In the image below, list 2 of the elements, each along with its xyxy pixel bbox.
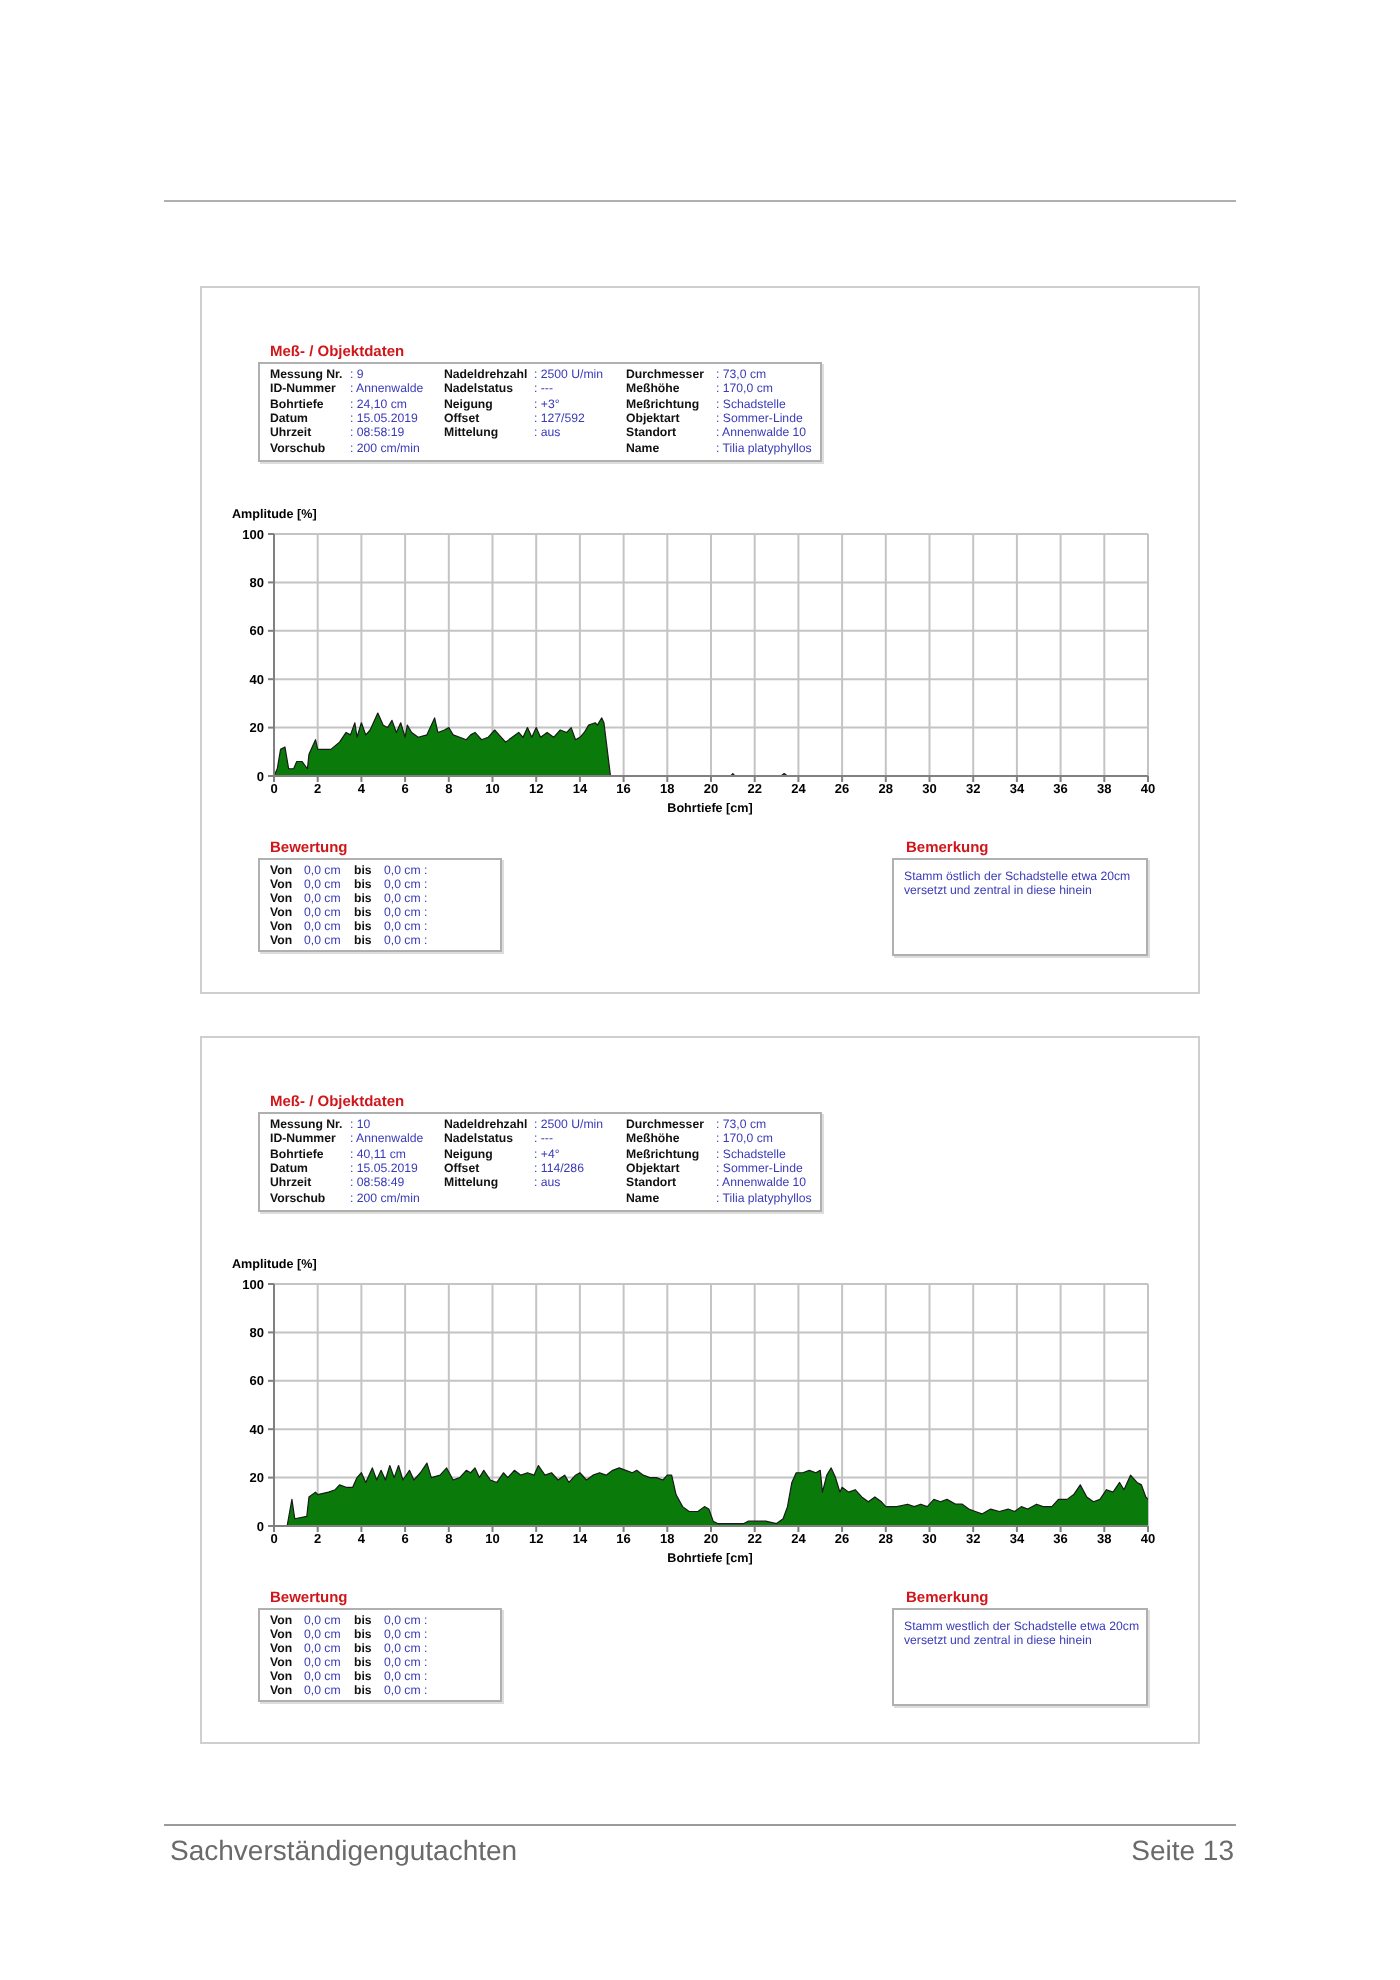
text: Seite 13 xyxy=(1129,1834,1234,1868)
text: Sachverständigengutachten xyxy=(170,1834,518,1868)
